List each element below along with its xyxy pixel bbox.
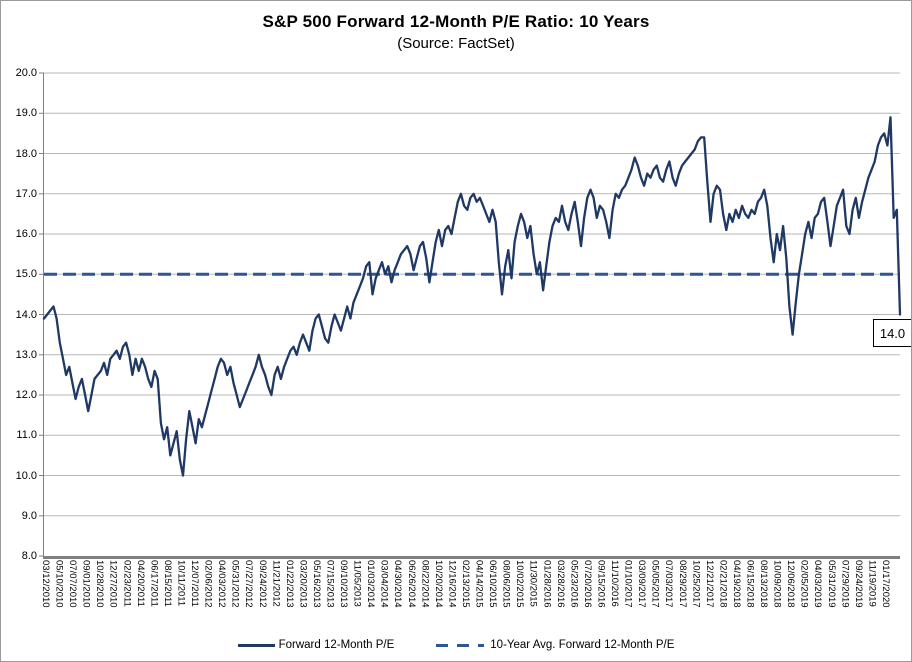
y-axis-label: 8.0 [21,550,37,562]
x-axis-label: 07/29/2019 [839,560,851,608]
legend-label-average: 10-Year Avg. Forward 12-Month P/E [490,639,675,651]
x-axis-label: 10/25/2017 [690,560,702,608]
x-axis-label: 03/12/2010 [40,560,51,608]
y-axis-label: 10.0 [15,469,37,482]
x-axis-label: 08/13/2018 [758,560,770,608]
x-axis-label: 05/10/2010 [53,560,65,608]
y-axis-label: 17.0 [15,187,37,200]
chart-title: S&P 500 Forward 12-Month P/E Ratio: 10 Y… [262,12,650,31]
solid-line-swatch [237,643,275,647]
x-axis-label: 02/23/2011 [121,560,133,607]
x-axis-label: 09/24/2019 [852,560,864,608]
y-axis-label: 15.0 [15,268,37,281]
x-axis-label: 05/31/2019 [825,560,837,608]
x-axis-label: 08/22/2014 [419,560,431,608]
x-axis-label: 12/07/2011 [189,560,201,607]
x-axis-label: 04/30/2014 [392,560,404,608]
series-forward-pe [42,116,902,477]
x-axis-label: 02/06/2012 [202,560,214,608]
x-axis-label: 02/21/2018 [717,560,729,608]
x-axis-label: 11/21/2012 [270,560,282,607]
chart-legend: Forward 12-Month P/E 10-Year Avg. Forwar… [1,639,911,651]
x-axis-label: 04/20/2011 [134,560,146,607]
x-axis-label: 03/09/2017 [636,560,648,608]
x-axis-label: 04/14/2015 [473,560,485,608]
x-axis-label: 07/15/2013 [324,560,336,608]
y-axis-label: 11.0 [16,429,37,442]
y-axis-label: 20.0 [15,67,37,79]
x-axis-label: 11/19/2019 [866,560,878,607]
x-axis-label: 01/22/2013 [283,560,295,608]
y-axis-label: 16.0 [15,228,37,240]
x-axis-label: 02/05/2019 [798,560,810,608]
x-axis-label: 10/28/2010 [94,560,106,608]
x-axis-label: 06/17/2011 [148,560,160,607]
chart-subtitle: (Source: FactSet) [397,35,515,52]
x-axis-label: 01/17/2020 [879,560,891,608]
x-axis-label: 04/03/2019 [812,560,824,608]
x-axis-label: 06/10/2015 [487,560,499,608]
x-axis-label: 07/03/2017 [663,560,675,608]
y-axis-label: 14.0 [15,308,37,321]
x-axis-label: 03/28/2016 [554,560,566,608]
x-axis-label: 09/01/2010 [80,560,92,608]
x-axis-label: 03/20/2013 [297,560,309,608]
x-axis-label: 11/05/2013 [351,560,363,607]
y-axis-label: 18.0 [15,147,37,160]
x-axis-label: 08/06/2015 [500,560,512,608]
x-axis-label: 03/04/2014 [378,560,390,608]
plot-area [39,72,902,559]
x-axis-labels: 03/12/2010 05/10/2010 07/07/2010 09/01/2010… [1,560,911,626]
x-axis-label: 08/15/2011 [161,560,173,607]
x-axis-label: 07/07/2010 [67,560,79,608]
x-axis-label: 07/20/2016 [581,560,593,608]
x-axis-label: 10/09/2018 [771,560,783,608]
x-axis-label: 01/28/2016 [541,560,553,608]
y-axis-label: 12.0 [15,389,37,401]
x-axis-label: 06/26/2014 [405,560,417,608]
x-axis-label: 10/20/2014 [432,560,444,608]
x-axis-label: 01/03/2014 [365,560,377,608]
x-axis-label: 04/19/2018 [730,560,742,608]
x-axis-label: 09/15/2016 [595,560,607,608]
x-axis-label: 10/11/2011 [175,560,187,607]
x-axis-label: 12/16/2014 [446,560,458,608]
x-axis-label: 12/21/2017 [703,560,715,608]
y-axis-label: 13.0 [15,348,37,361]
chart-canvas [39,72,902,557]
x-axis-label: 10/02/2015 [514,560,526,608]
x-axis-label: 06/15/2018 [744,560,756,608]
x-axis-label: 09/10/2013 [338,560,350,608]
legend-label-forward-pe: Forward 12-Month P/E [278,639,395,651]
y-axis-label: 19.0 [15,107,37,120]
x-axis-label: 05/23/2016 [568,560,580,608]
x-axis-label: 09/24/2012 [256,560,268,608]
dashed-line-swatch [436,643,485,647]
x-axis-label: 05/31/2012 [229,560,241,608]
x-axis-label: 01/10/2017 [622,560,634,608]
y-axis-label: 9.0 [21,509,37,522]
x-axis-label: 11/10/2016 [609,560,621,607]
x-axis-label: 12/27/2010 [107,560,119,608]
x-axis-label: 12/06/2018 [785,560,797,608]
x-axis-label: 11/30/2015 [527,560,539,607]
x-axis-label: 04/03/2012 [216,560,228,608]
x-axis-label: 08/29/2017 [676,560,688,608]
x-axis-label: 05/05/2017 [649,560,661,608]
x-axis-label: 02/13/2015 [459,560,471,608]
x-axis-label: 07/27/2012 [243,560,255,608]
last-value-callout: 14.0 [873,319,911,347]
x-axis-label: 05/16/2013 [310,560,322,608]
